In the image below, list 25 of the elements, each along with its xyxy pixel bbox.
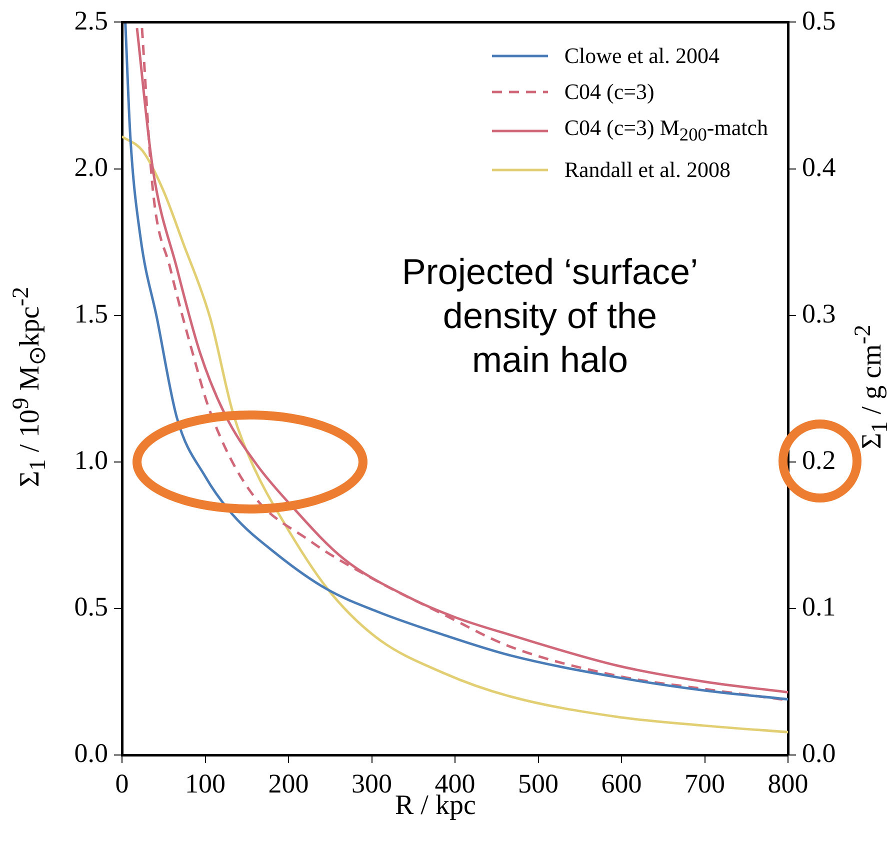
x-tick-label: 0 [115, 768, 129, 798]
legend-label: Randall et al. 2008 [564, 156, 731, 184]
x-tick-label: 300 [352, 768, 392, 798]
y-tick-label: 2.5 [74, 5, 108, 36]
y-tick-label: 0.0 [74, 738, 108, 768]
annotation: Projected ‘surface’ density of the main halo [400, 250, 700, 382]
y2-tick-label: 0.1 [802, 592, 836, 622]
x-tick-label: 500 [518, 768, 558, 798]
y-tick-label: 1.5 [74, 298, 108, 328]
y2-tick-label: 0.3 [802, 298, 836, 328]
legend-label: C04 (c=3) M$_{200}$-match [564, 114, 768, 146]
y2-tick-label: 0.5 [802, 5, 836, 36]
x-tick-label: 100 [185, 768, 226, 798]
y-tick-label: 0.5 [74, 592, 108, 622]
x-tick-label: 600 [601, 768, 642, 798]
y2-tick-label: 0.4 [802, 152, 836, 182]
y-tick-label: 2.0 [74, 152, 108, 182]
x-tick-label: 700 [684, 768, 725, 798]
y2-tick-label: 0.0 [802, 738, 836, 768]
y-tick-label: 1.0 [74, 444, 108, 475]
x-tick-label: 800 [768, 768, 808, 798]
legend-label: C04 (c=3) [564, 78, 654, 106]
x-tick-label: 200 [268, 768, 309, 798]
y2-tick-label: 0.2 [802, 444, 836, 475]
legend-label: Clowe et al. 2004 [564, 42, 720, 70]
